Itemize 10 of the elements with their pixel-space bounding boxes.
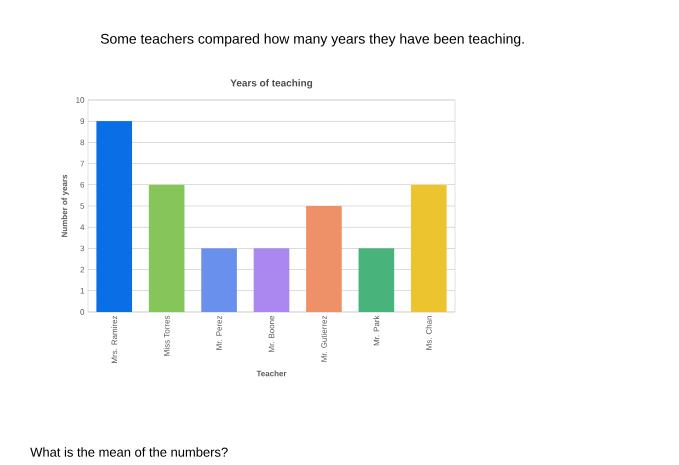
bar: [306, 206, 342, 312]
bar: [201, 248, 237, 312]
bar: [148, 184, 184, 312]
bar: [96, 121, 132, 312]
text: Some teachers compared how many years they have been teaching.: [100, 33, 524, 46]
text: What is the mean of the numbers?: [30, 447, 228, 457]
bar: [254, 248, 290, 312]
bar: [410, 184, 447, 312]
chart-title: Years of teaching: [230, 79, 312, 88]
bar: [358, 248, 394, 312]
